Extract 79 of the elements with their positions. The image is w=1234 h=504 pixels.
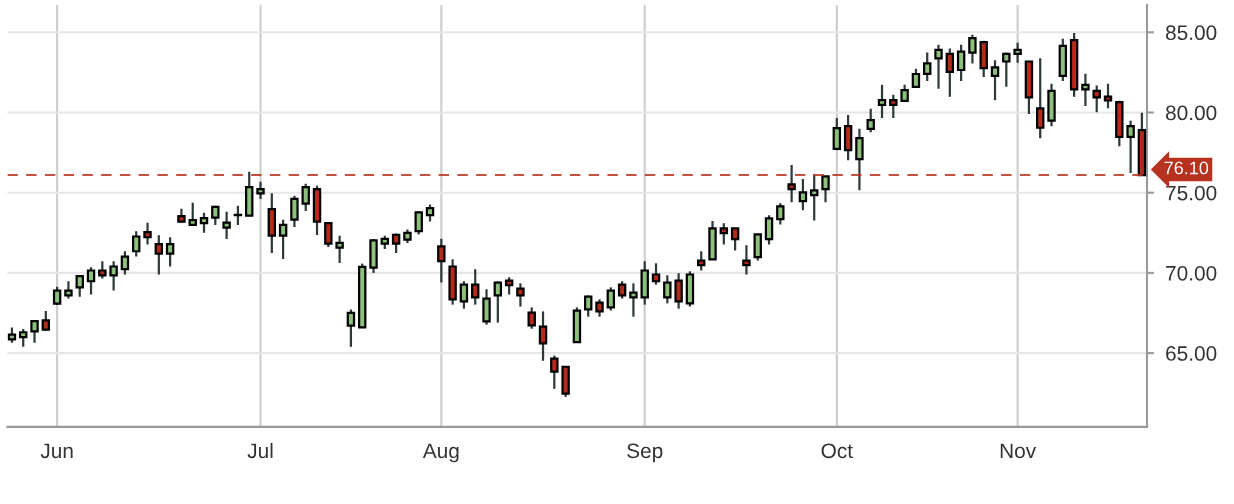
candlestick: [278, 218, 288, 261]
candlestick: [753, 233, 762, 262]
candlestick: [606, 286, 616, 312]
x-tick-label: Jul: [247, 442, 273, 459]
candlestick: [889, 93, 898, 120]
candlestick: [154, 234, 164, 276]
x-tick-label: Jun: [40, 443, 73, 459]
candlestick: [143, 221, 152, 246]
candlestick: [165, 236, 175, 268]
candlestick: [233, 204, 243, 227]
candlestick: [1081, 72, 1090, 108]
candlestick: [30, 319, 39, 344]
candlestick: [538, 310, 548, 362]
candlestick: [651, 262, 661, 286]
candlestick: [120, 250, 130, 276]
candlestick: [719, 222, 729, 246]
candlestick: [730, 227, 740, 252]
y-tick-label: 80.00: [1165, 105, 1217, 121]
candlestick: [290, 194, 299, 229]
candlestick: [188, 201, 197, 227]
candlestick: [968, 33, 977, 65]
x-tick-label: Oct: [821, 443, 853, 459]
candlestick: [663, 274, 672, 305]
candlestick: [1126, 119, 1135, 175]
x-tick-label: Sep: [627, 443, 663, 463]
candlestick: [414, 210, 423, 236]
candlestick: [1036, 57, 1045, 140]
candlestick: [41, 309, 51, 332]
candlestick: [527, 306, 536, 330]
ref-line-label: 76.10: [1164, 161, 1209, 175]
candlestick: [132, 230, 141, 258]
candlestick: [437, 237, 446, 284]
candlestick: [550, 354, 559, 390]
candlestick: [199, 211, 209, 234]
candlestick: [945, 47, 955, 98]
x-tick-label: Nov: [1000, 443, 1037, 459]
candlestick: [301, 182, 310, 213]
candlestick: [798, 177, 808, 212]
candlestick: [516, 282, 525, 308]
candlestick: [821, 175, 830, 204]
y-tick-label: 85.00: [1165, 25, 1217, 41]
candlestick: [832, 117, 842, 152]
candlestick: [810, 173, 819, 222]
candlestick: [776, 202, 785, 226]
candlestick: [1002, 51, 1011, 88]
candlestick: [222, 210, 231, 241]
x-tick-label: Aug: [422, 443, 459, 463]
candlestick: [866, 107, 875, 134]
candlestick: [990, 59, 1000, 102]
candlestick: [109, 260, 118, 292]
candlestick: [1103, 82, 1113, 110]
candlestick: [324, 221, 333, 249]
candlestick: [346, 308, 356, 348]
candlestick: [459, 280, 469, 310]
candlestick: [911, 67, 921, 88]
candlestick: [956, 43, 966, 83]
candlestick: [75, 274, 84, 298]
candlestick: [674, 272, 683, 310]
y-tick-label: 70.00: [1166, 265, 1217, 281]
candlestick: [629, 282, 638, 318]
candlestick: [934, 43, 943, 90]
candlestick: [742, 244, 751, 276]
candlestick: [1092, 84, 1101, 114]
candlestick: [877, 83, 887, 120]
candlestick: [584, 294, 593, 318]
candlestick: [52, 285, 62, 307]
candlestick: [335, 234, 344, 265]
candlestick: [787, 163, 796, 204]
candlestick: [482, 288, 491, 326]
candlestick: [764, 214, 774, 246]
candlestick: [1013, 41, 1022, 64]
y-tick-label: 65.00: [1166, 346, 1217, 361]
y-tick-label: 75.00: [1166, 185, 1217, 201]
candlestick: [86, 266, 96, 296]
candlestick: [493, 280, 503, 324]
candlestick: [697, 250, 706, 272]
candlestick: [855, 127, 864, 192]
candlestick: [471, 268, 480, 306]
candlestick: [923, 51, 932, 83]
